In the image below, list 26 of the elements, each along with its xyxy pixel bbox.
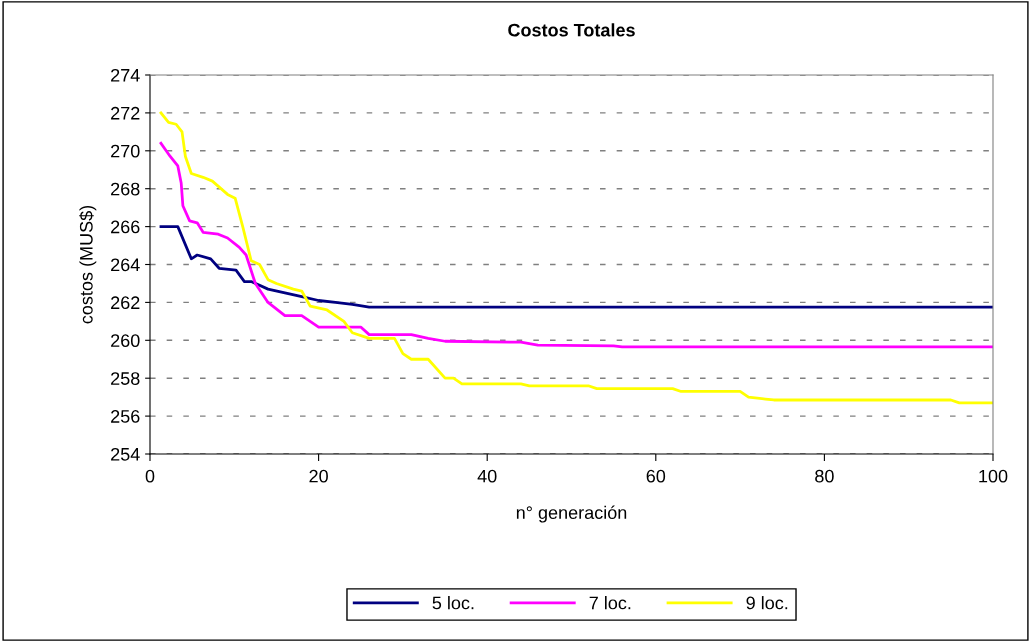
- y-tick-label: 264: [111, 258, 140, 272]
- x-tick-label: 60: [646, 469, 666, 483]
- y-tick-label: 258: [111, 372, 140, 385]
- line-series: [159, 225, 993, 309]
- line-series: [159, 111, 993, 405]
- y-tick-label: 260: [111, 334, 140, 348]
- y-tick-label: 254: [111, 447, 140, 461]
- y-tick-label: 268: [111, 182, 140, 196]
- legend-label: 5 loc.: [432, 596, 474, 610]
- x-tick-label: 40: [477, 469, 497, 483]
- y-tick-label: 270: [111, 144, 140, 158]
- x-tick-label: 80: [815, 469, 834, 483]
- x-tick-label: 0: [145, 469, 155, 483]
- x-axis-title: n° generación: [516, 505, 627, 523]
- y-tick-label: 256: [111, 410, 140, 423]
- x-tick-label: 100: [979, 469, 1008, 483]
- y-tick-label: 274: [111, 68, 140, 82]
- chart-title: Costos Totales: [508, 23, 635, 37]
- y-tick-label: 262: [111, 296, 140, 310]
- legend-label: 9 loc.: [746, 596, 788, 610]
- x-tick-label: 20: [309, 469, 328, 483]
- y-tick-label: 266: [111, 220, 140, 234]
- legend-label: 7 loc.: [589, 596, 631, 610]
- y-axis-title: costos (MUS$): [79, 205, 97, 324]
- y-tick-label: 272: [111, 106, 140, 120]
- line-series: [159, 141, 993, 349]
